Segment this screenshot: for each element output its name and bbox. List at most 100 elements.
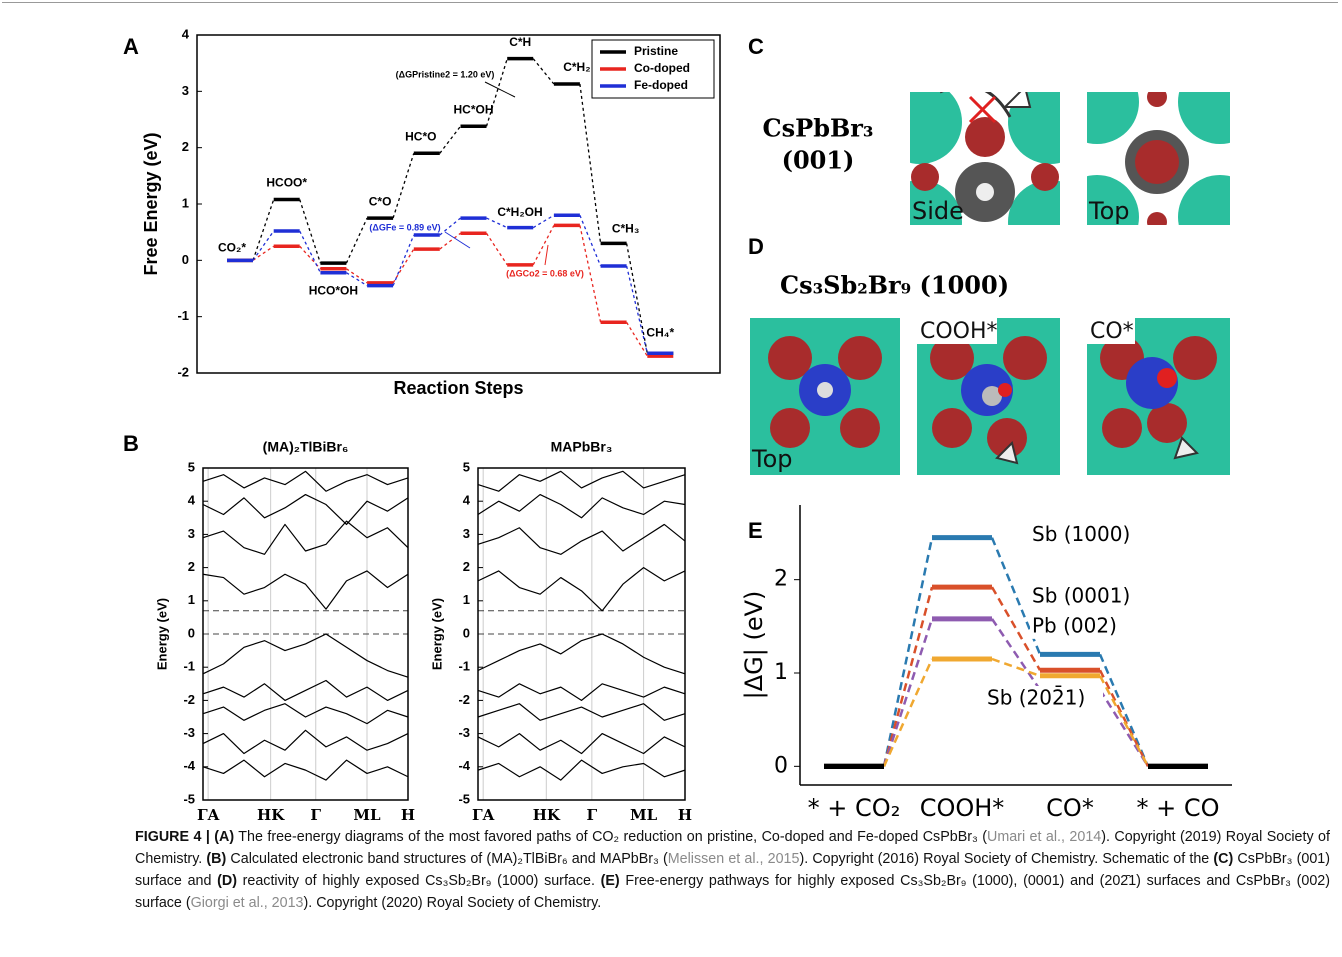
y-tick-label: 3 bbox=[188, 526, 195, 541]
connector bbox=[253, 199, 274, 260]
connector bbox=[393, 235, 414, 286]
structure-image: COOH* bbox=[917, 318, 1060, 475]
structure-image: Side bbox=[878, 80, 1092, 264]
y-tick-label: -4 bbox=[458, 758, 470, 773]
connector bbox=[487, 233, 508, 265]
y-tick-label: -3 bbox=[458, 725, 470, 740]
y-tick-label: -3 bbox=[183, 725, 195, 740]
connector bbox=[884, 538, 932, 767]
step-label: HCO*OH bbox=[309, 283, 358, 297]
connector bbox=[346, 269, 367, 283]
band bbox=[203, 704, 408, 724]
chart-title: MAPbBr₃ bbox=[551, 439, 613, 455]
x-tick-label: * + CO₂ bbox=[808, 794, 901, 820]
y-tick-label: -4 bbox=[183, 758, 195, 773]
panel-title: Cs₃Sb₂Br₉ (1000) bbox=[780, 271, 1009, 300]
y-tick-label: 4 bbox=[463, 493, 471, 508]
y-axis-label: Energy (eV) bbox=[429, 598, 444, 670]
step-label: HCOO* bbox=[266, 176, 307, 190]
connector bbox=[253, 246, 274, 260]
y-tick-label: -2 bbox=[177, 364, 189, 379]
band bbox=[203, 521, 408, 554]
annotation: (ΔGFe = 0.89 eV) bbox=[369, 222, 440, 232]
legend-label: Pristine bbox=[634, 44, 678, 58]
band bbox=[203, 760, 408, 780]
connector bbox=[1100, 654, 1148, 766]
x-tick-label: ML bbox=[630, 806, 658, 820]
step-label: HC*OH bbox=[453, 102, 493, 116]
caption-cite: Umari et al., 2014 bbox=[987, 829, 1101, 845]
caption-bold: (A) bbox=[214, 829, 234, 845]
x-tick-label: ΓA bbox=[472, 806, 495, 820]
series-label: Sb (0001) bbox=[1032, 584, 1130, 608]
series-label: Sb (1000) bbox=[1032, 522, 1130, 546]
connector bbox=[627, 243, 648, 353]
y-tick-label: -2 bbox=[458, 692, 470, 707]
connector bbox=[440, 218, 461, 235]
caption-normal: ). Copyright (2016) Royal Society of Che… bbox=[799, 851, 1213, 867]
structure-image: CO* bbox=[1087, 318, 1230, 475]
connector bbox=[300, 199, 321, 263]
y-tick-label: 0 bbox=[774, 753, 788, 778]
band bbox=[478, 704, 685, 721]
band bbox=[478, 524, 685, 554]
step-label: C*H bbox=[509, 35, 531, 49]
caption: FIGURE 4 | (A) The free-energy diagrams … bbox=[135, 826, 1330, 914]
band bbox=[203, 571, 408, 609]
y-tick-label: 2 bbox=[182, 139, 189, 154]
caption-normal: Calculated electronic band structures of… bbox=[226, 851, 667, 867]
x-tick-label: Γ bbox=[587, 806, 598, 820]
annotation: (ΔGCo2 = 0.68 eV) bbox=[506, 268, 584, 278]
caption-normal: The free-energy diagrams of the most fav… bbox=[234, 829, 987, 845]
structure-image: Top bbox=[1055, 60, 1262, 259]
connector bbox=[346, 218, 367, 263]
band bbox=[478, 734, 685, 754]
panel-label: E bbox=[748, 518, 763, 543]
caption-normal: reactivity of highly exposed Cs₃Sb₂Br₉ (… bbox=[237, 873, 601, 889]
band bbox=[478, 760, 685, 780]
caption-bold: FIGURE 4 | bbox=[135, 829, 214, 845]
image-label: COOH* bbox=[920, 319, 998, 344]
panel-label: A bbox=[123, 34, 139, 59]
y-tick-label: 1 bbox=[463, 592, 470, 607]
y-tick-label: 1 bbox=[182, 195, 189, 210]
y-tick-label: 0 bbox=[463, 625, 470, 640]
band bbox=[478, 495, 685, 518]
y-tick-label: 1 bbox=[188, 592, 195, 607]
legend-label: Co-doped bbox=[634, 61, 690, 75]
figure: A B C D E CsPbBr₃ (001) Side Top Cs₃Sb₂B… bbox=[0, 0, 1342, 820]
caption-bold: (C) bbox=[1213, 851, 1233, 867]
structure-image: Top bbox=[750, 318, 900, 475]
band bbox=[478, 568, 685, 611]
caption-bold: (E) bbox=[601, 873, 620, 889]
x-tick-label: ML bbox=[353, 806, 381, 820]
connector bbox=[393, 153, 414, 218]
y-tick-label: 5 bbox=[188, 459, 195, 474]
panel-title: (001) bbox=[782, 146, 855, 175]
x-tick-label: COOH* bbox=[920, 794, 1005, 820]
image-label: Side bbox=[912, 197, 964, 225]
y-tick-label: 3 bbox=[182, 83, 189, 98]
panel-label: B bbox=[123, 431, 139, 456]
x-tick-label: HK bbox=[533, 806, 561, 820]
x-tick-label: Γ bbox=[310, 806, 321, 820]
y-tick-label: 4 bbox=[182, 26, 190, 41]
y-tick-label: 1 bbox=[774, 660, 788, 685]
x-tick-label: ΓA bbox=[197, 806, 220, 820]
connector bbox=[533, 59, 554, 84]
page: A B C D E CsPbBr₃ (001) Side Top Cs₃Sb₂B… bbox=[0, 0, 1342, 957]
band bbox=[203, 634, 408, 677]
band bbox=[203, 471, 408, 491]
connector bbox=[884, 619, 932, 766]
y-tick-label: 0 bbox=[188, 625, 195, 640]
annotation: C*H₂OH bbox=[497, 205, 542, 219]
x-tick-label: H bbox=[678, 806, 692, 820]
y-tick-label: 3 bbox=[463, 526, 470, 541]
band bbox=[478, 471, 685, 491]
step-label: C*O bbox=[369, 194, 392, 208]
step-label: HC*O bbox=[405, 129, 436, 143]
panel-label: D bbox=[748, 234, 764, 259]
panel-title: CsPbBr₃ bbox=[763, 114, 874, 143]
caption-cite: Giorgi et al., 2013 bbox=[191, 895, 304, 911]
arrow bbox=[545, 245, 548, 265]
